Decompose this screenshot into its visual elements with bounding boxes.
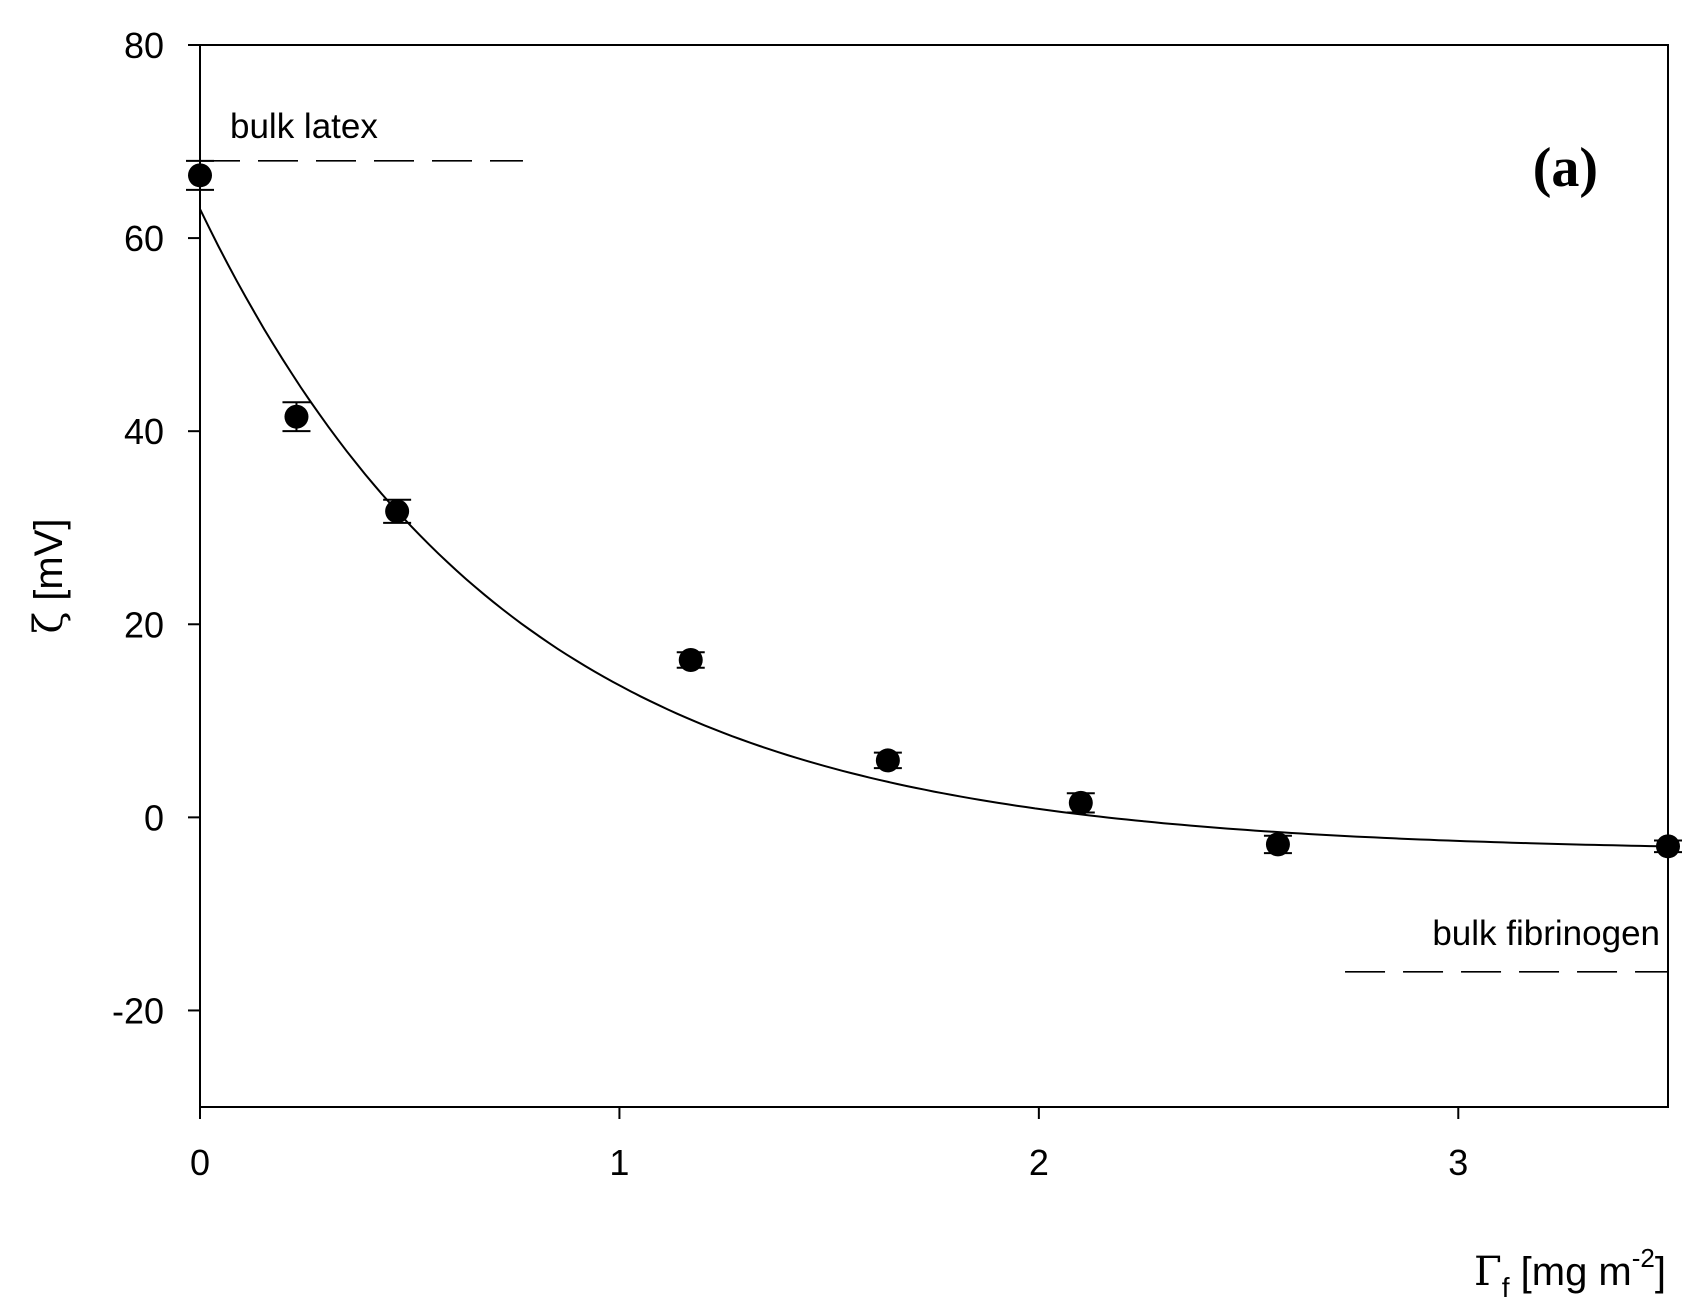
data-point: [678, 647, 703, 672]
data-point: [284, 404, 309, 429]
x-tick-label: 3: [1448, 1142, 1468, 1183]
x-axis-symbol: Γ: [1474, 1249, 1502, 1295]
x-tick-label: 0: [190, 1142, 210, 1183]
annotation-bulk-latex: bulk latex: [230, 107, 378, 146]
y-tick-label: 60: [124, 218, 164, 259]
annotation-bulk-fibrinogen: bulk fibrinogen: [1432, 914, 1660, 953]
y-axis: -20 0 20 40 60 80: [112, 25, 200, 1031]
fit-curve: [199, 208, 1669, 848]
y-tick-label: 20: [124, 604, 164, 645]
y-axis-symbol: ζ: [26, 612, 72, 634]
plot-frame: [199, 44, 1669, 1108]
x-tick-label: 2: [1029, 1142, 1049, 1183]
data-point: [875, 748, 900, 773]
fit-curve-group: [199, 208, 1669, 848]
x-axis-unit: [mg m: [1510, 1250, 1632, 1294]
y-axis-title: ζ [mV]: [26, 518, 72, 633]
x-axis-superscript: -2: [1632, 1243, 1655, 1273]
panel-label: (a): [1533, 137, 1598, 199]
reference-lines: [200, 160, 1668, 973]
y-tick-label: 0: [144, 797, 164, 838]
x-axis: 0 1 2 3: [190, 1107, 1468, 1183]
x-axis-title: Γf [mg m-2]: [1474, 1243, 1666, 1303]
data-point: [1656, 834, 1680, 859]
x-axis-suffix: ]: [1655, 1250, 1666, 1294]
y-tick-label: 80: [124, 25, 164, 66]
x-tick-label: 1: [609, 1142, 629, 1183]
y-tick-label: -20: [112, 990, 164, 1031]
data-point: [385, 499, 410, 524]
data-point: [188, 163, 212, 188]
x-axis-subscript: f: [1502, 1272, 1510, 1303]
y-tick-label: 40: [124, 411, 164, 452]
data-points: [186, 159, 1682, 859]
data-point: [1068, 790, 1093, 815]
y-axis-unit: [mV]: [27, 518, 71, 611]
data-point: [1265, 832, 1290, 857]
